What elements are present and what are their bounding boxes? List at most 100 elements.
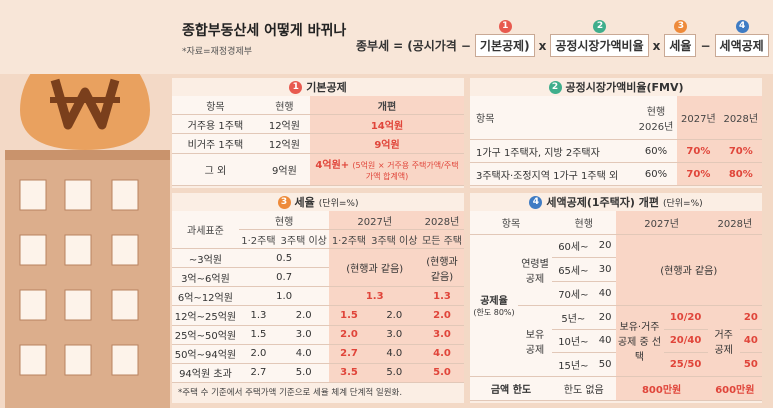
text: 2 <box>548 80 562 94</box>
cell: 과세표준 현행 2027년 2028년 1·2주택 3주택 이상 1·2주택 3주택 이상 모… <box>172 211 464 384</box>
text: 연령별 공제 <box>518 234 552 306</box>
text: 65세~ <box>552 257 595 283</box>
text: 15년~ <box>552 352 595 378</box>
cell: 항목 현행 개편 거주용 1주택 12억원 14억원 비거주 1주택 12억원 9억원 그 … <box>172 96 464 187</box>
text: 1·2주택 <box>329 229 369 250</box>
text: 70% <box>719 139 762 164</box>
cell: 2 공정시장가액비율 <box>550 20 649 57</box>
text: 비거주 1주택 <box>172 133 259 154</box>
cell <box>19 179 47 211</box>
cell: 50억~94억원 2.0 4.0 2.7 4.0 4.0 <box>172 344 464 364</box>
text: 4.0 <box>368 344 420 364</box>
cell: 항목 현행 2027년 2028년 <box>470 211 762 235</box>
cell <box>50 78 120 130</box>
cell: 현행 2026년 <box>634 96 678 141</box>
cell: 4 세액공제(1주택자) 개편 (단위=%) <box>470 193 762 211</box>
text: 50 <box>739 352 762 378</box>
cell: 3주택자·조정지역 1가구 1주택 외 60% 70% 80% <box>470 162 762 186</box>
text: 25/50 <box>663 352 708 378</box>
text: *주택 수 기준에서 주택가액 기준으로 세율 체계 단계적 일원화. <box>178 388 403 398</box>
text: 종부세 <box>356 39 390 53</box>
text: 3주택 이상 <box>368 229 420 250</box>
text: 12억원 <box>258 114 310 135</box>
cell <box>19 179 139 376</box>
text: 2.0 <box>277 305 330 326</box>
cell: 65세~ 30 <box>470 257 762 283</box>
text: 공제율 <box>480 296 508 308</box>
text: 800만원 <box>615 376 708 401</box>
text: 2028년 <box>420 211 464 231</box>
text: 0.7 <box>238 267 330 288</box>
text: 5.0 <box>420 363 464 384</box>
text: (5억원 × 거주용 주택가액/주택가액 합계액) <box>352 161 459 182</box>
cell: 공제율 (한도 80%) 연령별 공제 60세~ 20 (현행과 같음) <box>470 234 762 378</box>
cell: 항목 현행 2027년 2028년 공제율 (한도 80%) 연령별 공제 60세~ 20 (현… <box>470 211 762 401</box>
text: 과세표준 <box>172 211 239 250</box>
text: 거주 공제 <box>707 305 740 378</box>
cell: 94억원 초과 2.7 5.0 3.5 5.0 5.0 <box>172 363 464 384</box>
table: 항목 현행 개편 거주용 1주택 12억원 14억원 비거주 1주택 12억원 9억원 그 … <box>172 96 464 187</box>
text: 94억원 초과 <box>172 363 239 384</box>
text: 9억원 <box>310 133 464 154</box>
text: 2026년 <box>638 121 674 133</box>
text: 2.0 <box>368 305 420 326</box>
cell <box>64 344 92 376</box>
text: 세액공제(1주택자) 개편 <box>546 196 659 209</box>
text: 4 <box>735 20 749 33</box>
text: (단위=%) <box>318 198 359 209</box>
source: *자료=재정경제부 <box>182 47 253 57</box>
cell: 3 세율 (단위=%) <box>172 193 464 211</box>
text: 600만원 <box>707 376 762 401</box>
text: 2027년 <box>615 211 708 235</box>
tax-credit: 4 세액공제(1주택자) 개편 (단위=%) 항목 현행 2027년 2028년 공제율(… <box>470 193 762 403</box>
cell: 70세~ 40 <box>470 281 762 306</box>
text: 3억~6억원 <box>172 267 239 288</box>
cell: 3억~6억원 0.7 <box>172 267 464 288</box>
text: 2 <box>593 20 607 33</box>
text: 항목 <box>172 96 259 116</box>
text: 3 <box>277 195 291 209</box>
text: (한도 80%) <box>473 308 515 318</box>
text: 1·2주택 <box>238 229 278 250</box>
text: 공정시장가액비율 <box>555 39 644 53</box>
text: 공정시장가액비율(FMV) <box>565 81 684 94</box>
cell <box>19 234 47 266</box>
text: 10년~ <box>552 329 595 354</box>
text: 70세~ <box>552 281 595 306</box>
text: 2.0 <box>420 305 464 326</box>
cell: 보유 공제 5년~ 20 보유·거주 공제 중 선택 10/20 거주 공제 20 <box>470 305 762 378</box>
text: (현행과 같음) <box>420 248 464 288</box>
text: 50 <box>594 352 616 378</box>
text: 2028년 <box>719 96 762 141</box>
cell: 거주용 1주택 12억원 14억원 <box>172 114 464 135</box>
cell <box>19 344 47 376</box>
text: 80% <box>719 162 762 186</box>
text: 4.0 <box>277 344 330 364</box>
text: (현행과 같음) <box>329 248 420 288</box>
text: 보유·거주 공제 중 선택 <box>615 305 664 378</box>
text: 3.0 <box>420 325 464 345</box>
text: 3주택자·조정지역 1가구 1주택 외 <box>470 162 635 186</box>
text: 30 <box>594 257 616 283</box>
cell: 4 세액공제 <box>714 20 769 57</box>
text: 60% <box>634 139 678 164</box>
text: 12억원 <box>258 133 310 154</box>
cell: 금액 한도 한도 없음 800만원 600만원 <box>470 376 762 401</box>
cell: 4억원+ (5억원 × 거주용 주택가액/주택가액 합계액) <box>310 153 464 187</box>
cell: 1 기본공제) <box>474 20 535 57</box>
text: 3 <box>674 20 688 33</box>
text: 4 <box>529 195 543 209</box>
text: 1.3 <box>420 286 464 307</box>
text: 현행 <box>552 211 616 235</box>
table: 과세표준 현행 2027년 2028년 1·2주택 3주택 이상 1·2주택 3주택 이상 모… <box>172 211 464 384</box>
text: 60% <box>634 162 678 186</box>
text: 3.0 <box>277 325 330 345</box>
text: 60세~ <box>552 234 595 259</box>
text: − <box>460 38 471 53</box>
text: 20 <box>739 305 762 330</box>
text: 세액공제 <box>719 39 764 53</box>
text: 1.3 <box>238 305 278 326</box>
text: 그 외 <box>172 153 259 187</box>
text: x <box>538 38 547 53</box>
text: 현행 <box>646 106 666 118</box>
